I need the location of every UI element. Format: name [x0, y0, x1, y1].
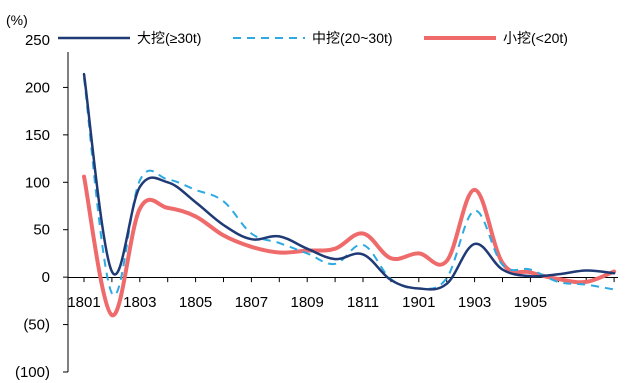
y-tick-label: 200 — [25, 79, 50, 96]
x-tick-label: 1805 — [179, 294, 212, 311]
x-tick-label: 1901 — [402, 294, 435, 311]
y-tick-label: 150 — [25, 127, 50, 144]
x-tick-label: 1903 — [458, 294, 491, 311]
y-tick-label: (50) — [23, 317, 50, 334]
y-axis: 250 200 150 100 50 0 (50) (100) — [15, 32, 69, 381]
legend-label-large: 大挖(≥30t) — [137, 30, 201, 46]
x-tick-label: 1803 — [123, 294, 156, 311]
series-line-medium — [83, 77, 615, 297]
series-lines — [82, 72, 617, 318]
y-tick-label: 0 — [42, 269, 50, 286]
x-tick-label: 1905 — [514, 294, 547, 311]
x-tick-label: 1809 — [291, 294, 324, 311]
y-tick-label: 250 — [25, 32, 50, 49]
series-line-small — [82, 174, 617, 318]
x-axis: 1801 1803 1805 1807 1809 1811 1901 1903 1905 — [67, 277, 618, 311]
legend-label-medium: 中挖(20~30t) — [312, 30, 393, 46]
x-tick-label: 1801 — [67, 294, 100, 311]
y-tick-label: 100 — [25, 174, 50, 191]
legend-background — [56, 22, 622, 52]
y-tick-label: 50 — [33, 222, 50, 239]
legend-label-small: 小挖(<20t) — [503, 30, 568, 46]
x-tick-label: 1811 — [347, 294, 379, 311]
legend: 大挖(≥30t) 中挖(20~30t) 小挖(<20t) — [56, 22, 622, 52]
y-unit-label: (%) — [6, 12, 28, 28]
series-line-large — [82, 72, 616, 291]
x-tick-label: 1807 — [235, 294, 268, 311]
y-tick-label: (100) — [15, 364, 50, 381]
